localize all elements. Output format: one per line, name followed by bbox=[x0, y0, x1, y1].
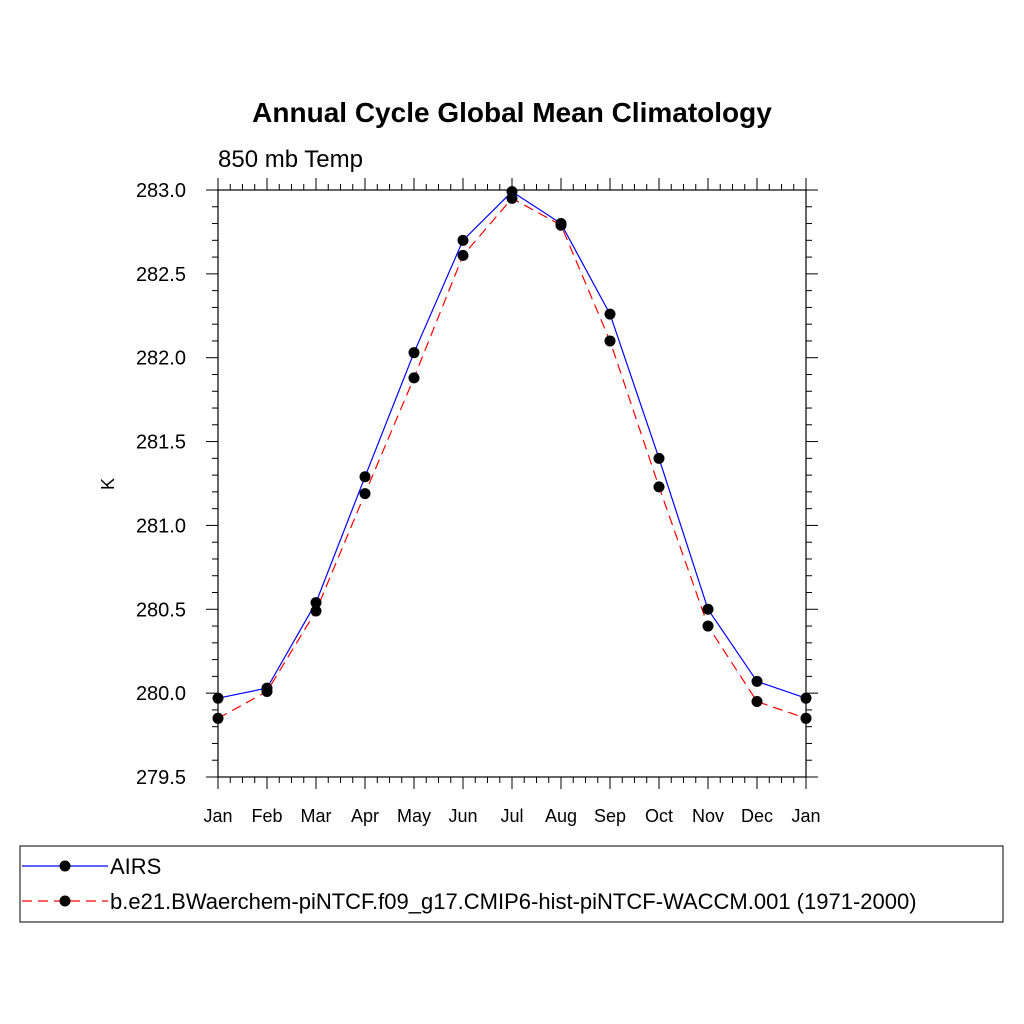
x-tick-label: Feb bbox=[251, 806, 282, 826]
x-tick-label: Aug bbox=[545, 806, 577, 826]
data-point-series-2 bbox=[310, 605, 322, 617]
x-tick-label: Jan bbox=[203, 806, 232, 826]
data-point-series-2 bbox=[212, 712, 224, 724]
data-point-series-1 bbox=[653, 452, 665, 464]
legend-marker-2 bbox=[59, 895, 71, 907]
legend: AIRS b.e21.BWaerchem-piNTCF.f09_g17.CMIP6… bbox=[22, 854, 917, 914]
series-layer bbox=[212, 186, 812, 724]
series-line-1 bbox=[217, 190, 807, 699]
x-tick-label: Dec bbox=[741, 806, 773, 826]
y-tick-label: 281.5 bbox=[136, 432, 186, 454]
legend-marker-1 bbox=[59, 860, 71, 872]
x-tick-label: Jul bbox=[500, 806, 523, 826]
data-point-series-2 bbox=[751, 696, 763, 708]
data-point-series-2 bbox=[653, 481, 665, 493]
y-tick-label: 279.5 bbox=[136, 767, 186, 789]
y-tick-label: 280.5 bbox=[136, 599, 186, 621]
legend-label-2: b.e21.BWaerchem-piNTCF.f09_g17.CMIP6-his… bbox=[110, 889, 917, 914]
x-tick-label: Mar bbox=[301, 806, 332, 826]
data-point-series-2 bbox=[457, 249, 469, 261]
plot-frame bbox=[217, 189, 807, 778]
x-tick-label: Oct bbox=[645, 806, 673, 826]
data-point-series-1 bbox=[457, 234, 469, 246]
data-point-series-1 bbox=[359, 471, 371, 483]
legend-label-1: AIRS bbox=[110, 854, 161, 879]
axis-ticks bbox=[206, 178, 818, 789]
legend-box bbox=[19, 845, 1004, 923]
x-tick-label: May bbox=[397, 806, 431, 826]
y-tick-label: 282.0 bbox=[136, 348, 186, 370]
data-point-series-1 bbox=[604, 308, 616, 320]
x-tick-label: Jan bbox=[791, 806, 820, 826]
chart-title: Annual Cycle Global Mean Climatology bbox=[252, 97, 772, 128]
data-point-series-2 bbox=[702, 620, 714, 632]
y-tick-label: 283.0 bbox=[136, 180, 186, 202]
data-point-series-2 bbox=[506, 192, 518, 204]
series-line-2 bbox=[217, 197, 807, 719]
y-tick-labels: 279.5 280.0 280.5 281.0 281.5 282.0 282.5 283.0 bbox=[136, 180, 186, 789]
data-point-series-1 bbox=[702, 603, 714, 615]
y-axis-label: K bbox=[98, 478, 118, 490]
data-point-series-2 bbox=[408, 372, 420, 384]
x-tick-label: Nov bbox=[692, 806, 724, 826]
data-point-series-1 bbox=[751, 675, 763, 687]
data-point-series-2 bbox=[359, 488, 371, 500]
data-point-series-2 bbox=[604, 335, 616, 347]
y-tick-label: 281.0 bbox=[136, 515, 186, 537]
x-tick-labels: Jan Feb Mar Apr May Jun Jul Aug Sep Oct Nov Dec Jan bbox=[203, 806, 820, 826]
data-point-series-2 bbox=[555, 219, 567, 231]
data-point-series-1 bbox=[310, 597, 322, 609]
data-point-series-2 bbox=[800, 712, 812, 724]
chart-subtitle: 850 mb Temp bbox=[218, 146, 363, 173]
y-tick-label: 280.0 bbox=[136, 683, 186, 705]
data-point-series-2 bbox=[261, 685, 273, 697]
y-tick-label: 282.5 bbox=[136, 264, 186, 286]
data-point-series-1 bbox=[800, 692, 812, 704]
data-point-series-1 bbox=[212, 692, 224, 704]
x-tick-label: Sep bbox=[594, 806, 626, 826]
data-point-series-1 bbox=[408, 347, 420, 359]
x-tick-label: Apr bbox=[351, 806, 379, 826]
x-tick-label: Jun bbox=[448, 806, 477, 826]
